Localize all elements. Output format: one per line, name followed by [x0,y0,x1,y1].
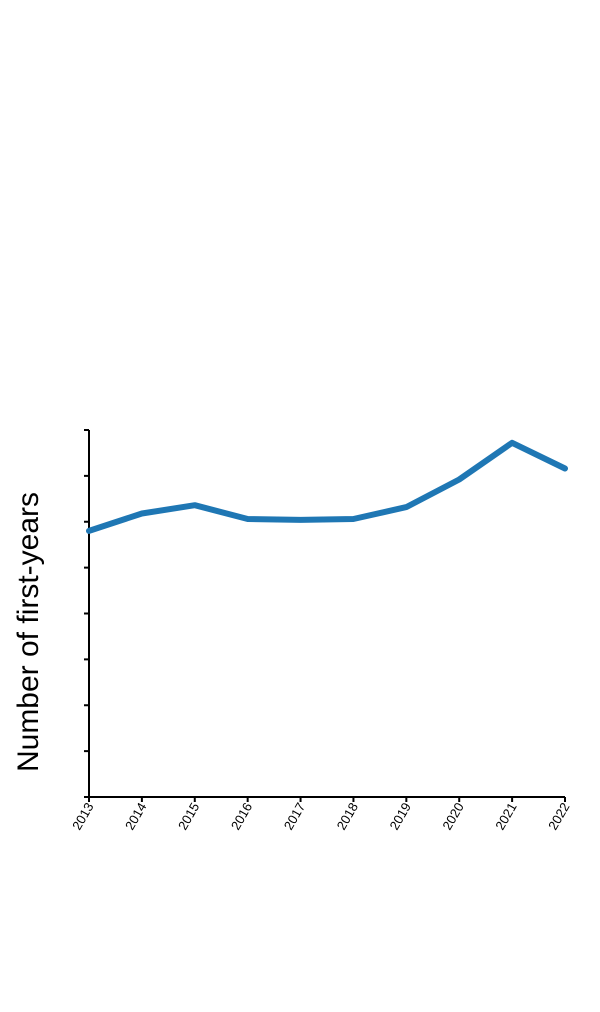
x-ticks: 2013 2014 2015 2016 2017 2018 2019 2020 2021 2022 [69,797,573,833]
y-ticks [84,429,89,798]
x-tick-label: 2013 [69,800,96,833]
y-axis-label: Number of first-years [12,492,45,772]
x-tick-label: 2018 [334,800,361,833]
x-tick-label: 2015 [175,800,202,833]
x-tick-label: 2014 [122,800,149,833]
series-line [86,439,568,534]
axes [88,430,565,798]
x-tick-label: 2019 [386,800,413,833]
series [86,439,568,534]
x-tick-label: 2017 [281,800,308,833]
x-tick-label: 2016 [228,800,255,833]
x-tick-label: 2021 [492,800,519,833]
x-tick-label: 2020 [439,800,466,833]
x-tick-label: 2022 [545,800,572,833]
